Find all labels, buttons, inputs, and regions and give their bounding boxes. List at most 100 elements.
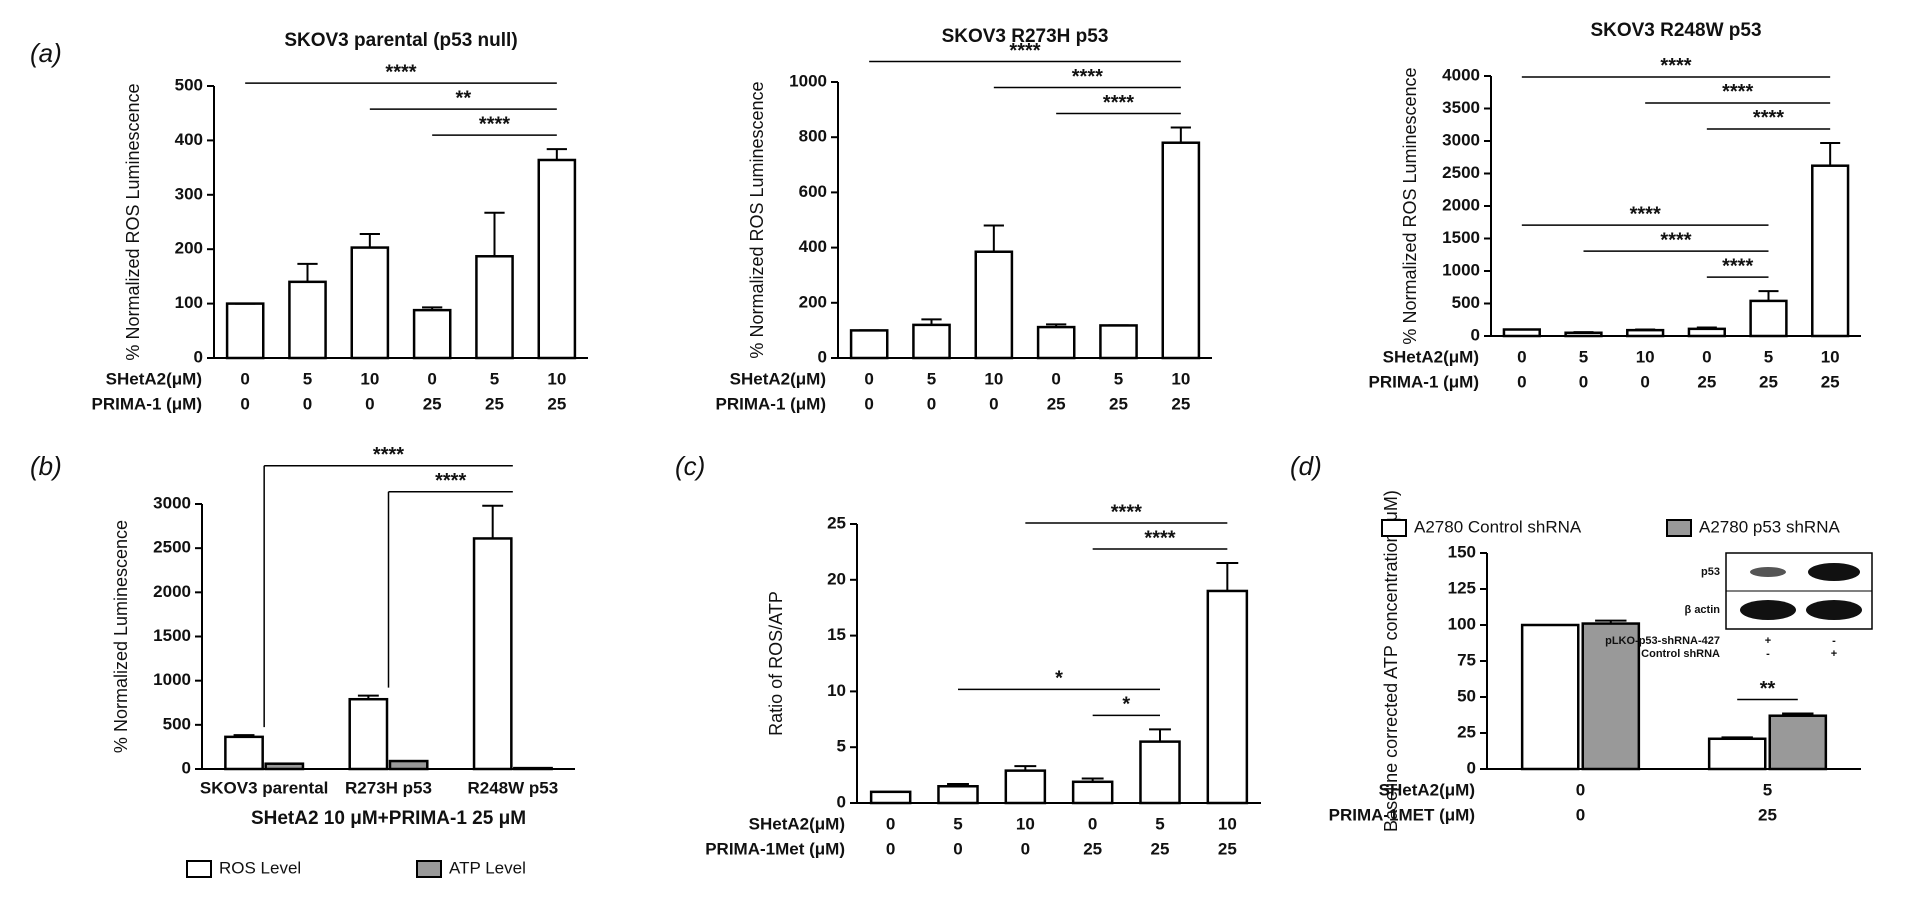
- y-tick-label: 400: [799, 237, 827, 256]
- error-bar: [1595, 619, 1627, 624]
- error-bar: [1046, 323, 1067, 328]
- panel-label: (a): [30, 38, 62, 68]
- error-bar: [1696, 326, 1717, 329]
- significance-label: ****: [373, 444, 404, 466]
- inset-mark: +: [1831, 648, 1837, 660]
- bar: [412, 308, 452, 360]
- y-tick-label: 125: [1448, 578, 1476, 597]
- y-axis-label: Ratio of ROS/ATP: [766, 591, 786, 736]
- legend-label: ROS Level: [219, 858, 301, 877]
- bar: [849, 329, 889, 360]
- y-tick-label: 0: [837, 792, 846, 811]
- x-tick-label: 0: [1702, 347, 1711, 366]
- y-tick-label: 3000: [1442, 130, 1480, 149]
- x-axis-label: SHetA2 10 μM+PRIMA-1 25 μM: [251, 808, 526, 829]
- bar: [1768, 714, 1828, 771]
- x-tick-label: 5: [490, 369, 499, 388]
- bar: [1749, 299, 1788, 338]
- y-tick-label: 0: [194, 347, 203, 366]
- x-tick-label: 0: [1051, 369, 1060, 388]
- error-bar: [921, 318, 942, 325]
- error-bar: [1721, 736, 1753, 739]
- bar: [1626, 328, 1665, 338]
- y-tick-label: 2500: [153, 538, 191, 557]
- x-tick-label: 25: [1697, 372, 1716, 391]
- bar: [537, 158, 577, 360]
- significance-label: ****: [385, 61, 416, 83]
- y-tick-label: 25: [1457, 722, 1476, 741]
- significance-label: *: [1122, 694, 1130, 716]
- x-tick-label: 0: [886, 839, 895, 858]
- bar: [224, 735, 264, 771]
- bar: [472, 537, 513, 771]
- bar: [475, 255, 514, 360]
- inset-row-label: β actin: [1685, 604, 1721, 616]
- bar: [974, 250, 1014, 360]
- x-tick-label: 0: [240, 369, 249, 388]
- x-tick-label: 0: [303, 394, 312, 413]
- y-tick-label: 500: [163, 714, 191, 733]
- x-row-label: SHetA2(μM): [1383, 347, 1479, 366]
- y-tick-label: 100: [1448, 614, 1476, 633]
- y-tick-label: 2000: [153, 582, 191, 601]
- y-tick-label: 1500: [1442, 228, 1480, 247]
- x-tick-label: 5: [1763, 780, 1772, 799]
- y-axis-label: % Normalized ROS Luminescence: [1400, 67, 1420, 344]
- significance-label: *: [1055, 668, 1063, 690]
- x-tick-label: 10: [1016, 814, 1035, 833]
- x-tick-label: 0: [1640, 372, 1649, 391]
- bar: [388, 759, 429, 771]
- y-tick-label: 2000: [1442, 195, 1480, 214]
- x-tick-label: 5: [1155, 814, 1164, 833]
- y-tick-label: 600: [799, 182, 827, 201]
- blot: [1740, 600, 1796, 620]
- error-bar: [1170, 126, 1191, 143]
- error-bar: [482, 504, 504, 539]
- blot: [1750, 567, 1786, 577]
- panel-label: (c): [675, 451, 705, 481]
- x-tick-label: 0: [864, 394, 873, 413]
- error-bar: [947, 783, 969, 787]
- significance-label: ****: [1111, 501, 1142, 523]
- x-row-label: PRIMA-1MET (μM): [1329, 805, 1475, 824]
- error-bar: [297, 262, 318, 282]
- inset-condition: pLKO-p53-shRNA-427: [1605, 635, 1720, 647]
- y-tick-label: 2500: [1442, 163, 1480, 182]
- error-bar: [546, 148, 567, 160]
- y-tick-label: 10: [827, 681, 846, 700]
- x-row-label: SHetA2(μM): [730, 369, 826, 388]
- x-tick-label: 0: [1517, 372, 1526, 391]
- significance-label: ****: [1722, 81, 1753, 103]
- error-bar: [983, 224, 1004, 252]
- legend-swatch: [416, 860, 442, 878]
- y-tick-label: 1000: [789, 71, 827, 90]
- x-tick-label: 0: [1088, 814, 1097, 833]
- legend-swatch: [1381, 519, 1407, 537]
- x-tick-label: 25: [1151, 839, 1170, 858]
- x-row-label: PRIMA-1 (μM): [716, 394, 827, 413]
- x-tick-label: 0: [953, 839, 962, 858]
- y-tick-label: 5: [837, 737, 846, 756]
- inset-row-label: p53: [1701, 566, 1720, 578]
- x-row-label: SHetA2(μM): [1379, 780, 1475, 799]
- x-tick-label: 0: [427, 369, 436, 388]
- legend-swatch: [186, 860, 212, 878]
- error-bar: [233, 734, 255, 737]
- y-tick-label: 0: [818, 347, 827, 366]
- y-tick-label: 200: [799, 292, 827, 311]
- error-bar: [1573, 331, 1594, 334]
- panel-label: (b): [30, 451, 62, 481]
- x-tick-label: 25: [1047, 394, 1066, 413]
- error-bar: [484, 211, 505, 257]
- significance-label: ****: [1630, 203, 1661, 225]
- y-tick-label: 0: [1467, 758, 1476, 777]
- x-tick-label: 25: [485, 394, 504, 413]
- blot: [1808, 563, 1860, 581]
- x-tick-label: R248W p53: [467, 778, 558, 797]
- x-tick-label: 10: [1821, 347, 1840, 366]
- bar: [1707, 737, 1767, 771]
- error-bar: [1635, 328, 1656, 331]
- x-tick-label: 0: [1579, 372, 1588, 391]
- panel-label: (d): [1290, 451, 1322, 481]
- x-tick-label: SKOV3 parental: [200, 778, 329, 797]
